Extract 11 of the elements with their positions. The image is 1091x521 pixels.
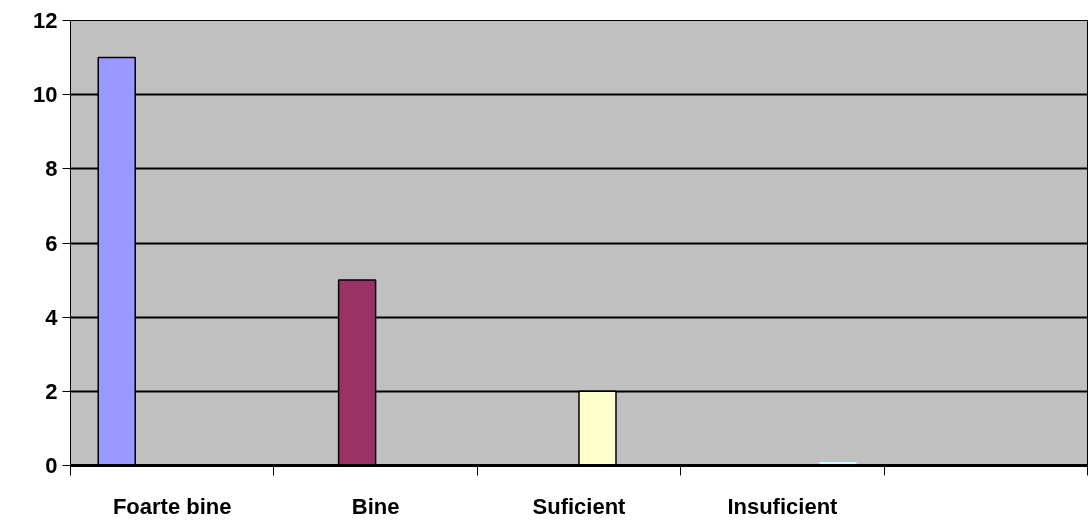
x-tick-label: Foarte bine — [112, 493, 232, 519]
y-tick-label: 2 — [45, 378, 58, 404]
y-tick-label: 10 — [33, 82, 58, 108]
x-tick-label: Suficient — [532, 493, 627, 519]
x-tick-label: Bine — [351, 493, 400, 519]
y-tick-label: 4 — [45, 304, 59, 330]
y-tick-label: 6 — [45, 230, 58, 256]
y-tick-label: 0 — [45, 453, 58, 478]
y-tick-label: 12 — [33, 8, 58, 33]
x-tick-label: Insuficient — [727, 493, 839, 519]
y-tick-label: 8 — [45, 156, 58, 182]
